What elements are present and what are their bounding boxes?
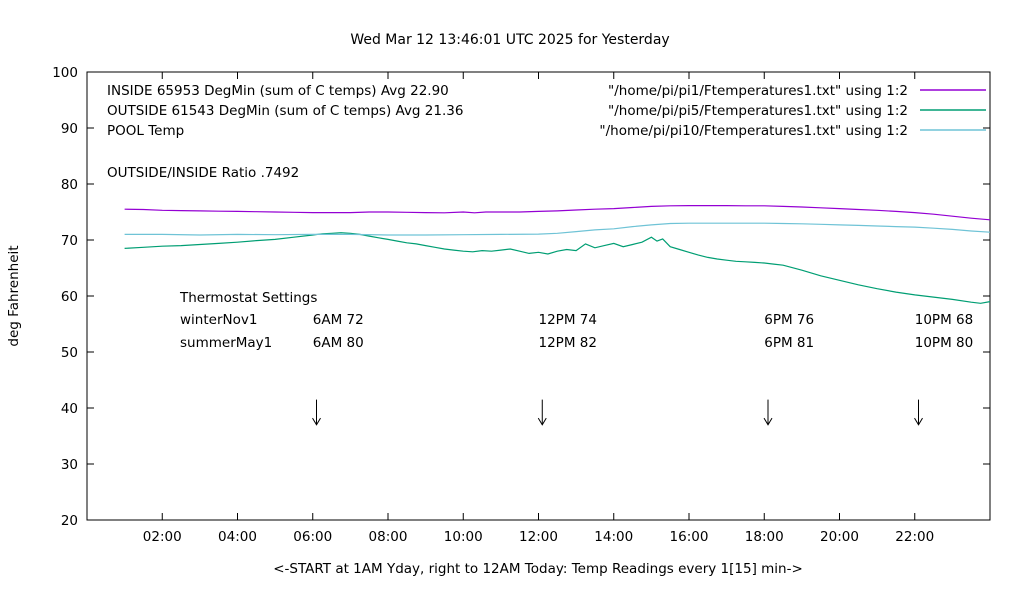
thermostat-setting: 10PM 80: [915, 335, 973, 351]
legend-source: "/home/pi/pi5/Ftemperatures1.txt" using …: [608, 103, 908, 119]
thermostat-setting: 6PM 76: [764, 312, 814, 328]
down-arrow-head-icon: [312, 417, 321, 426]
down-arrow-head-icon: [537, 417, 547, 426]
down-arrow-head-icon: [914, 417, 923, 426]
thermostat-setting: 12PM 82: [539, 335, 597, 351]
legend-label: INSIDE 65953 DegMin (sum of C temps) Avg…: [107, 83, 449, 99]
x-tick-label: 06:00: [293, 529, 332, 545]
thermostat-setting: 10PM 68: [915, 312, 973, 328]
x-tick-label: 22:00: [895, 529, 934, 545]
legend-source: "/home/pi/pi1/Ftemperatures1.txt" using …: [608, 83, 908, 99]
x-tick-label: 16:00: [670, 529, 709, 545]
thermostat-setting: 12PM 74: [539, 312, 597, 328]
series-line-outside: [124, 232, 991, 304]
y-tick-label: 60: [61, 289, 78, 305]
legend: INSIDE 65953 DegMin (sum of C temps) Avg…: [107, 83, 986, 139]
x-tick-label: 04:00: [218, 529, 257, 545]
y-tick-label: 70: [61, 233, 78, 249]
y-tick-label: 50: [61, 345, 78, 361]
x-axis-label: <-START at 1AM Yday, right to 12AM Today…: [273, 561, 803, 577]
x-tick-label: 14:00: [594, 529, 633, 545]
series-lines: [124, 205, 991, 304]
thermostat-settings: winterNov1 6AM 72 12PM 74 6PM 76 10PM 68 summ…: [180, 312, 973, 351]
legend-label: OUTSIDE 61543 DegMin (sum of C temps) Av…: [107, 103, 463, 119]
thermostat-setting: 6AM 80: [313, 335, 364, 351]
x-tick-label: 20:00: [820, 529, 859, 545]
x-tick-label: 02:00: [143, 529, 182, 545]
ratio-text: OUTSIDE/INSIDE Ratio .7492: [107, 165, 299, 181]
thermostat-season: winterNov1: [180, 312, 257, 328]
series-line-pool: [124, 222, 991, 236]
legend-source: "/home/pi/pi10/Ftemperatures1.txt" using…: [599, 123, 908, 139]
chart-title: Wed Mar 12 13:46:01 UTC 2025 for Yesterd…: [350, 32, 669, 48]
y-tick-label: 40: [61, 401, 78, 417]
thermostat-season: summerMay1: [180, 335, 272, 351]
x-tick-label: 08:00: [369, 529, 408, 545]
y-tick-label: 90: [61, 121, 78, 137]
down-arrow-head-icon: [763, 417, 773, 426]
y-axis-label: deg Fahrenheit: [6, 245, 22, 346]
axis-ticks: 02:00 04:00 06:00 08:00 10:00 12:00 14:00 16:00…: [52, 65, 990, 545]
thermostat-heading: Thermostat Settings: [179, 290, 317, 306]
x-tick-label: 18:00: [745, 529, 784, 545]
series-line-inside: [124, 205, 991, 221]
y-tick-label: 30: [61, 457, 78, 473]
y-tick-label: 80: [61, 177, 78, 193]
thermostat-setting: 6AM 72: [313, 312, 364, 328]
thermostat-setting: 6PM 81: [764, 335, 814, 351]
legend-label: POOL Temp: [107, 123, 184, 139]
setpoint-arrows: [312, 399, 923, 426]
x-tick-label: 10:00: [444, 529, 483, 545]
x-tick-label: 12:00: [519, 529, 558, 545]
y-tick-label: 20: [61, 513, 78, 529]
y-tick-label: 100: [52, 65, 78, 81]
